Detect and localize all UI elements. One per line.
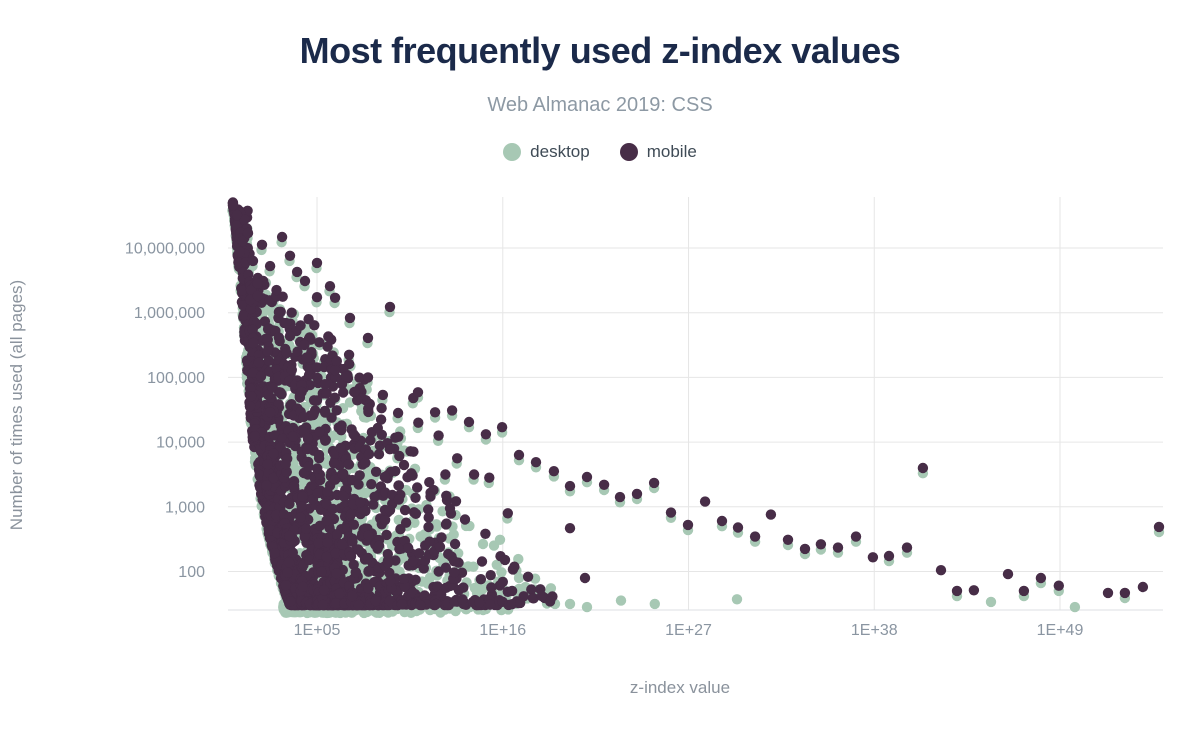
x-tick-label: 1E+49	[1037, 622, 1084, 639]
x-tick-label: 1E+38	[851, 622, 898, 639]
y-tick-label: 100,000	[147, 370, 205, 387]
y-tick-label: 1,000,000	[134, 305, 205, 322]
x-axis-title: z-index value	[629, 678, 731, 697]
chart-title: Most frequently used z-index values	[299, 30, 901, 71]
x-tick-label: 1E+27	[665, 622, 712, 639]
tick-labels: 100 1,000 10,000 100,000 1,000,000 10,000,000…	[125, 241, 1084, 640]
desktop-marker-icon	[503, 143, 522, 161]
chart-subtitle: Web Almanac 2019: CSS	[487, 94, 713, 116]
x-tick-label: 1E+05	[294, 622, 341, 639]
mobile-points	[227, 197, 1165, 611]
legend-item-desktop[interactable]: desktop	[503, 142, 590, 162]
y-tick-label: 1,000	[165, 499, 205, 516]
scatter-plot[interactable]: 100 1,000 10,000 100,000 1,000,000 10,000,000…	[0, 185, 1200, 655]
x-tick-label: 1E+16	[479, 622, 526, 639]
y-tick-label: 10,000,000	[125, 241, 205, 258]
legend-item-mobile[interactable]: mobile	[619, 142, 697, 162]
legend: desktop mobile	[0, 142, 1200, 162]
y-tick-label: 10,000	[156, 435, 205, 452]
legend-label-desktop: desktop	[530, 142, 590, 161]
y-tick-label: 100	[178, 564, 205, 581]
legend-label-mobile: mobile	[646, 142, 697, 161]
mobile-marker-icon	[619, 143, 638, 161]
